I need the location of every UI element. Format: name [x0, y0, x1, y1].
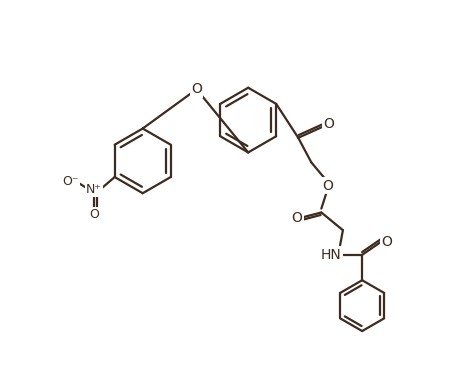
Text: O⁻: O⁻ — [62, 175, 78, 188]
Text: O: O — [322, 179, 333, 192]
Text: O: O — [191, 82, 202, 96]
Text: O: O — [324, 117, 334, 131]
Text: O: O — [382, 235, 392, 249]
Text: O: O — [89, 208, 99, 221]
Text: N⁺: N⁺ — [86, 183, 102, 196]
Text: HN: HN — [321, 248, 342, 262]
Text: O: O — [291, 211, 302, 225]
